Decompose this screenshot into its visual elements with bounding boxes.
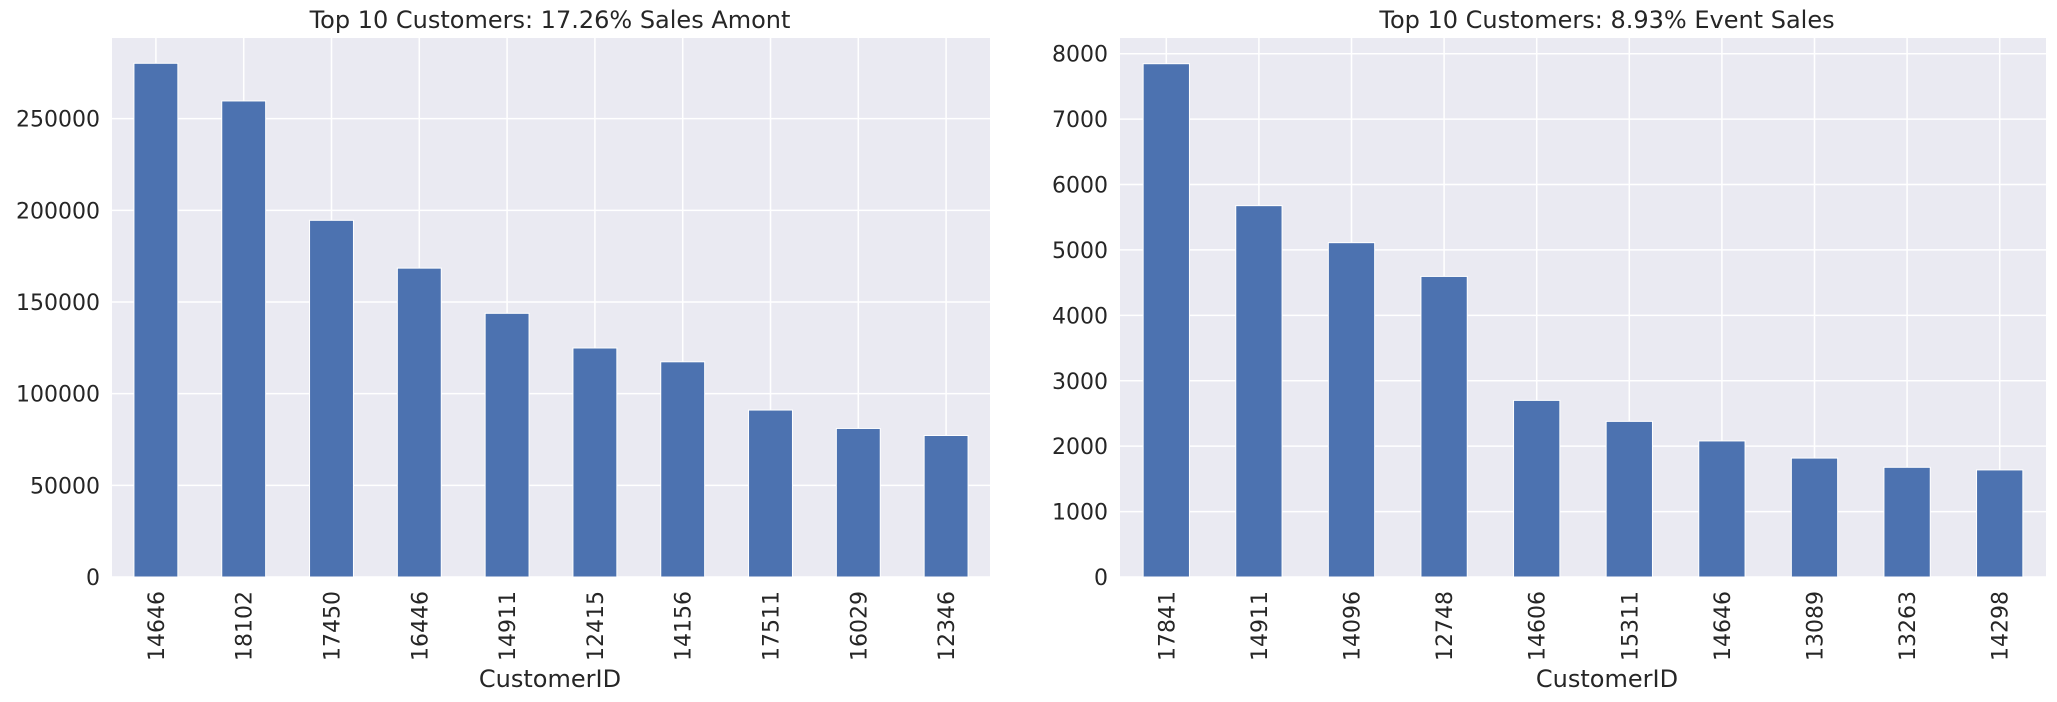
bar <box>1976 469 2024 578</box>
bar <box>484 312 530 578</box>
x-tick-label: 14156 <box>672 591 697 661</box>
x-tick-label: 13089 <box>1804 591 1829 661</box>
x-tick-label: 12748 <box>1433 591 1458 661</box>
bar <box>1327 242 1376 578</box>
bar <box>1142 63 1190 578</box>
x-tick-label: 14911 <box>1248 591 1273 661</box>
bar <box>396 267 442 578</box>
x-tick-label: 16029 <box>847 591 872 661</box>
x-tick-label: 12346 <box>935 591 960 661</box>
chart-title: Top 10 Customers: 8.93% Event Sales <box>1378 6 1834 34</box>
y-tick-label: 7000 <box>1052 108 1108 133</box>
x-axis-label: CustomerID <box>479 665 621 693</box>
x-tick-label: 14646 <box>1711 591 1736 661</box>
bar <box>1420 275 1468 578</box>
bar <box>309 219 354 578</box>
bar <box>1698 440 1746 578</box>
y-tick-label: 50000 <box>30 474 100 499</box>
bar <box>1513 399 1561 578</box>
x-tick-label: 15311 <box>1618 591 1643 661</box>
y-tick-label: 250000 <box>16 108 100 133</box>
x-axis-label: CustomerID <box>1536 665 1678 693</box>
x-tick-label: 17450 <box>321 591 346 661</box>
y-tick-label: 5000 <box>1052 239 1108 264</box>
x-tick-label: 18102 <box>233 591 258 661</box>
x-tick-label: 14911 <box>496 591 521 661</box>
bar <box>133 62 179 578</box>
bar <box>1235 205 1283 578</box>
y-tick-label: 100000 <box>16 383 100 408</box>
x-tick-label: 14646 <box>145 591 170 661</box>
y-tick-label: 1000 <box>1052 501 1108 526</box>
x-tick-label: 17841 <box>1155 591 1180 661</box>
y-tick-label: 8000 <box>1052 43 1108 68</box>
bar <box>660 361 706 578</box>
chart-sales-amount: Top 10 Customers: 17.26% Sales Amont Cus… <box>16 6 990 693</box>
x-tick-label: 13263 <box>1896 591 1921 661</box>
bar <box>748 409 793 578</box>
x-tick-label: 14096 <box>1341 591 1366 661</box>
y-tick-label: 4000 <box>1052 304 1108 329</box>
x-tick-label: 17511 <box>760 591 785 661</box>
y-tick-label: 2000 <box>1052 435 1108 460</box>
bar <box>1605 420 1653 578</box>
x-tick-label: 14606 <box>1526 591 1551 661</box>
bar <box>221 100 267 578</box>
bar <box>1790 457 1839 578</box>
y-tick-label: 6000 <box>1052 174 1108 199</box>
y-tick-label: 200000 <box>16 199 100 224</box>
bar <box>1883 466 1931 578</box>
bar <box>923 434 969 578</box>
x-tick-label: 14298 <box>1989 591 2014 661</box>
bar <box>572 347 618 578</box>
y-tick-label: 150000 <box>16 291 100 316</box>
chart-event-sales: Top 10 Customers: 8.93% Event Sales Cust… <box>1052 6 2046 693</box>
y-tick-label: 0 <box>86 566 100 591</box>
y-tick-label: 3000 <box>1052 370 1108 395</box>
y-tick-label: 0 <box>1094 566 1108 591</box>
bar <box>835 427 881 578</box>
x-tick-label: 12415 <box>584 591 609 661</box>
x-tick-label: 16446 <box>408 591 433 661</box>
chart-title: Top 10 Customers: 17.26% Sales Amont <box>309 6 791 34</box>
